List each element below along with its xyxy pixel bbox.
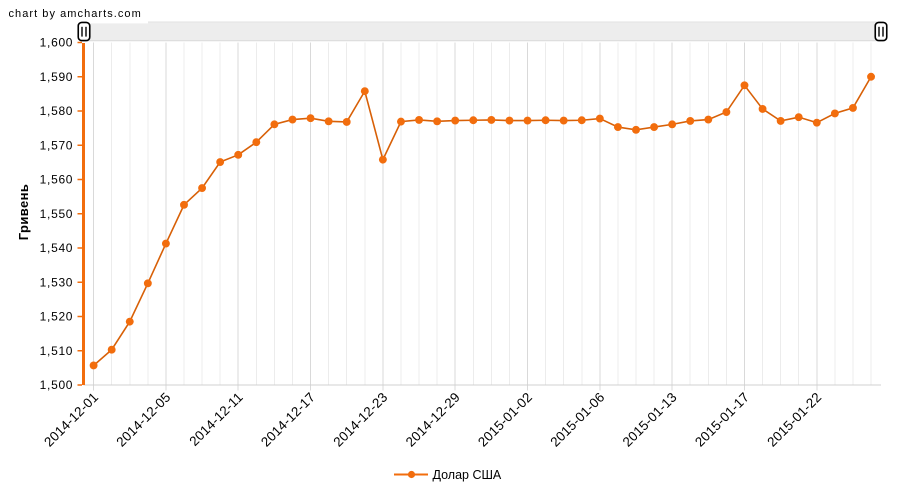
svg-text:1,500: 1,500 [40, 378, 74, 392]
svg-text:1,540: 1,540 [40, 241, 74, 255]
svg-text:1,560: 1,560 [40, 173, 74, 187]
svg-text:1,570: 1,570 [40, 138, 74, 152]
svg-text:1,580: 1,580 [40, 104, 74, 118]
svg-text:1,600: 1,600 [40, 36, 74, 50]
svg-text:Гривень: Гривень [16, 184, 31, 241]
svg-text:1,590: 1,590 [40, 70, 74, 84]
svg-text:Долар США: Долар США [433, 468, 502, 482]
svg-text:1,550: 1,550 [40, 207, 74, 221]
svg-text:chart by amcharts.com: chart by amcharts.com [9, 8, 142, 20]
svg-text:1,510: 1,510 [40, 344, 74, 358]
svg-text:1,520: 1,520 [40, 310, 74, 324]
svg-text:1,530: 1,530 [40, 275, 74, 289]
